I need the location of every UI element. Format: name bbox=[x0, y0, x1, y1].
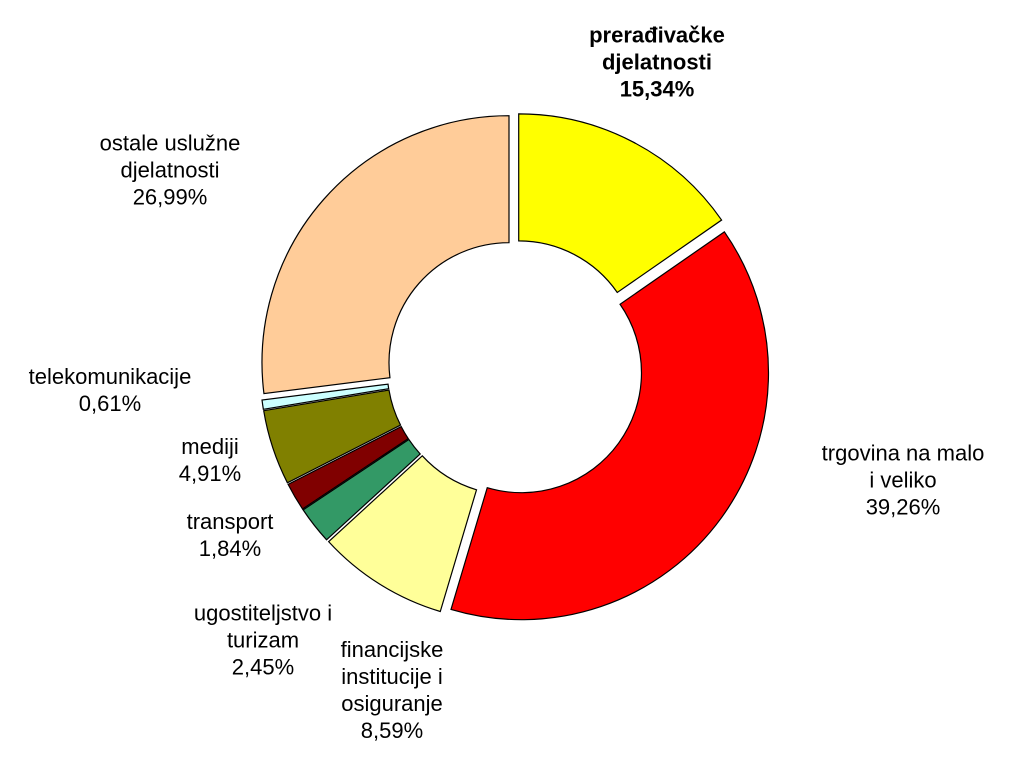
value-label: 39,26% bbox=[865, 494, 941, 520]
slice-label: telekomunikacije 0,61% bbox=[0, 363, 220, 417]
donut-slice bbox=[287, 425, 410, 510]
category-label: prerađivačke djelatnosti bbox=[589, 22, 725, 75]
category-label: ugostiteljstvo i turizam bbox=[193, 600, 333, 653]
category-label: financijske institucije i osiguranje bbox=[340, 637, 444, 716]
slice-label: mediji 4,91% bbox=[125, 433, 295, 487]
value-label: 4,91% bbox=[178, 461, 242, 486]
value-label: 8,59% bbox=[360, 718, 424, 743]
slice-label: trgovina na malo i veliko 39,26% bbox=[818, 440, 988, 521]
value-label: 26,99% bbox=[132, 184, 208, 210]
value-label: 1,84% bbox=[198, 536, 262, 561]
slice-label: financijske institucije i osiguranje 8,59… bbox=[307, 636, 477, 744]
category-label: mediji bbox=[181, 434, 239, 459]
slice-label: ugostiteljstvo i turizam 2,45% bbox=[178, 600, 348, 681]
category-label: trgovina na malo i veliko bbox=[821, 440, 985, 493]
donut-slice bbox=[261, 115, 510, 395]
value-label: 0,61% bbox=[78, 391, 142, 416]
category-label: transport bbox=[186, 509, 274, 534]
donut-slice bbox=[261, 383, 390, 411]
category-label: ostale uslužne djelatnosti bbox=[99, 130, 241, 183]
category-label: telekomunikacije bbox=[28, 364, 192, 389]
donut-slice bbox=[327, 454, 478, 613]
slice-label: transport 1,84% bbox=[145, 508, 315, 562]
slice-label: ostale uslužne djelatnosti 26,99% bbox=[85, 130, 255, 211]
slice-label: prerađivačke djelatnosti 15,34% bbox=[572, 22, 742, 103]
donut-slice bbox=[518, 113, 723, 294]
donut-slice bbox=[263, 389, 402, 484]
value-label: 15,34% bbox=[619, 76, 695, 102]
donut-slice bbox=[450, 230, 770, 621]
value-label: 2,45% bbox=[231, 654, 295, 680]
donut-slice bbox=[302, 438, 422, 541]
